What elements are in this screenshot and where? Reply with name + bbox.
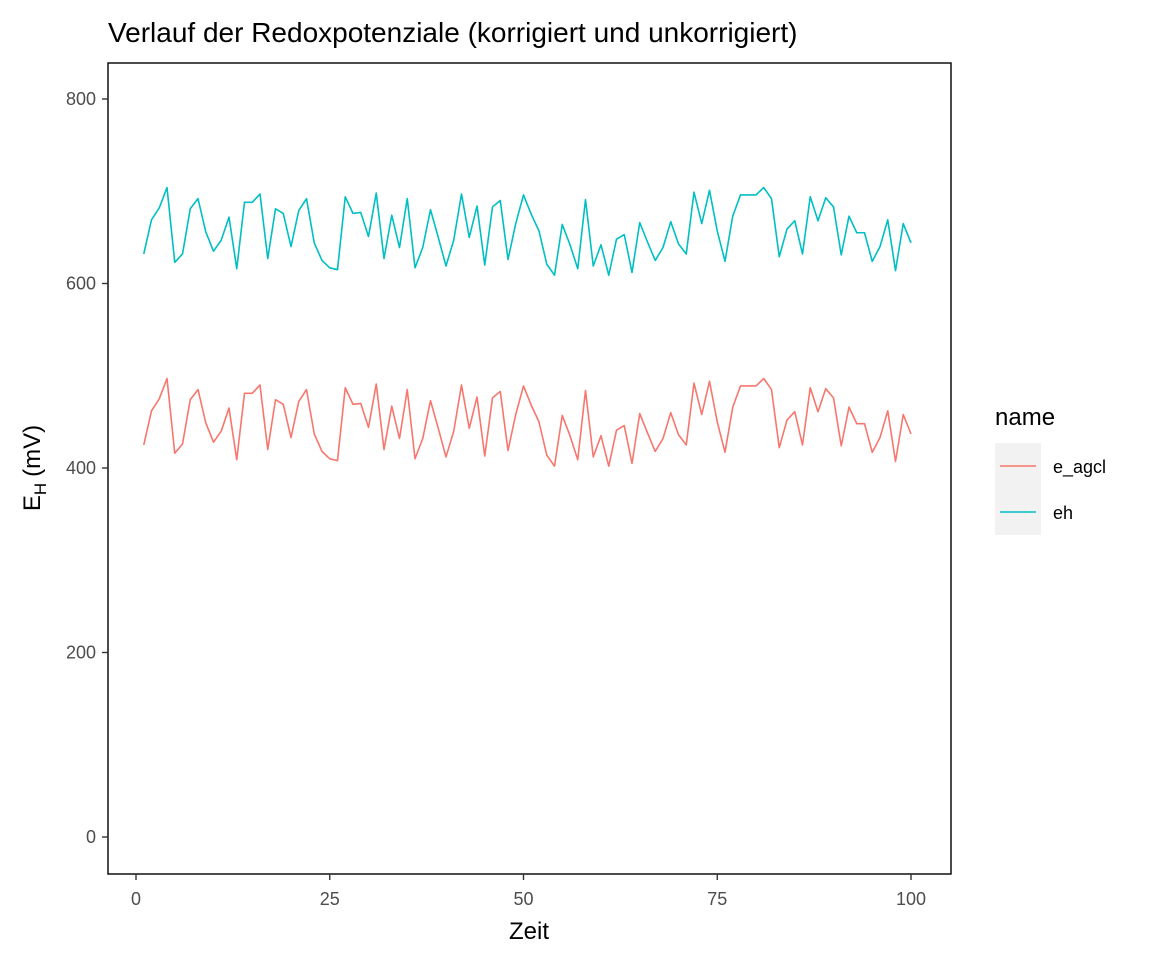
series-lines — [142, 186, 912, 467]
x-axis-title: Zeit — [509, 918, 549, 945]
y-axis-title-unit: (mV) — [19, 425, 46, 477]
x-tick-label: 50 — [513, 889, 533, 909]
x-tick-label: 25 — [320, 889, 340, 909]
legend-label: e_agcl — [1053, 457, 1106, 478]
plot-panel — [107, 62, 952, 875]
y-tick-label: 200 — [66, 643, 96, 663]
x-tick-label: 100 — [896, 889, 926, 909]
legend-label: eh — [1053, 503, 1073, 523]
x-tick-label: 75 — [707, 889, 727, 909]
y-axis-title-main: E — [19, 495, 46, 511]
legend-title: name — [995, 404, 1055, 431]
y-tick-label: 600 — [66, 274, 96, 294]
y-tick-label: 0 — [86, 827, 96, 847]
y-axis-ticks: 0 200 400 600 800 — [66, 89, 108, 847]
series-line-e-agcl — [142, 377, 912, 467]
y-axis-title: EH (mV) — [19, 425, 50, 511]
y-axis-title-subscript: H — [31, 483, 50, 495]
x-tick-label: 0 — [131, 889, 141, 909]
chart-title: Verlauf der Redoxpotenziale (korrigiert … — [108, 17, 797, 48]
y-tick-label: 800 — [66, 89, 96, 109]
series-line-eh — [142, 186, 912, 277]
x-axis-ticks: 0 25 50 75 100 — [131, 874, 926, 909]
y-tick-label: 400 — [66, 458, 96, 478]
